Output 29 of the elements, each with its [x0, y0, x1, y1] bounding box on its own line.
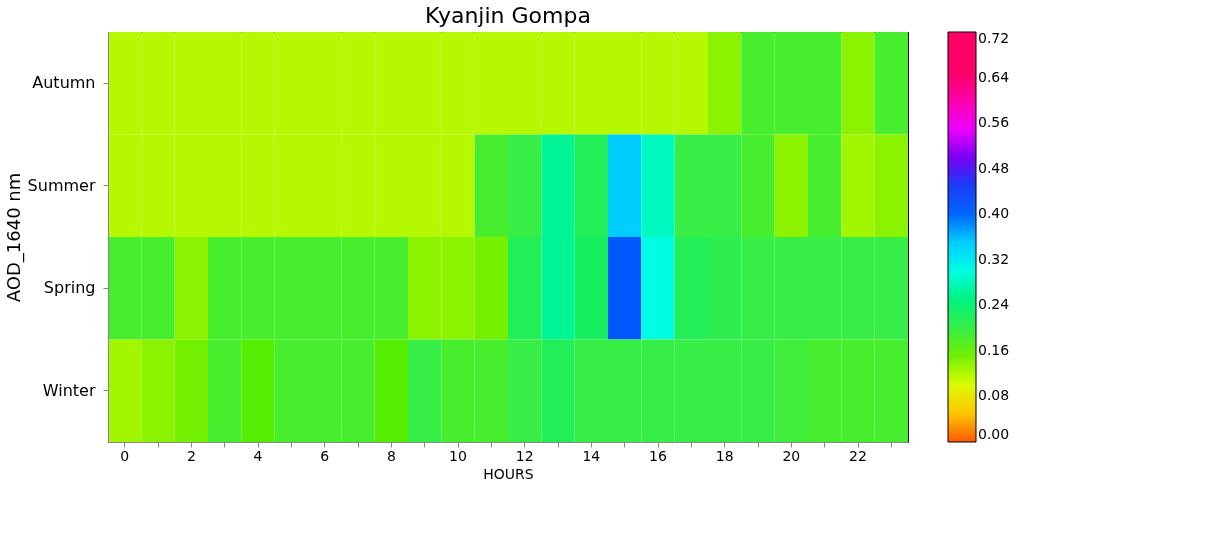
x-tick-label: 8 — [386, 447, 396, 464]
y-axis-title: AOD_1640 nm — [2, 172, 25, 303]
chart-title: Kyanjin Gompa — [425, 3, 591, 28]
color-bar-label: 0.72 — [978, 30, 1010, 46]
y-tick-label: Spring — [43, 278, 96, 298]
y-tick-label: Autumn — [32, 73, 96, 93]
y-tick-label: Winter — [42, 380, 96, 400]
x-tick-label: 16 — [649, 447, 667, 464]
x-tick-label: 12 — [515, 447, 534, 464]
x-tick-label: 14 — [582, 447, 601, 464]
x-tick-label: 4 — [253, 447, 263, 464]
x-tick-label: 2 — [186, 447, 196, 464]
x-tick-label: 6 — [320, 447, 330, 464]
y-tick-label: Summer — [27, 175, 96, 195]
color-bar-label: 0.24 — [978, 296, 1010, 313]
x-tick-label: 18 — [715, 447, 734, 464]
color-bar-label: 0.16 — [978, 341, 1010, 358]
color-bar-label: 0.48 — [978, 159, 1010, 176]
x-tick-label: 20 — [782, 447, 801, 464]
x-axis-title: HOURS — [483, 465, 534, 482]
color-bar-label: 0.08 — [978, 387, 1010, 404]
color-bar-label: 0.32 — [978, 250, 1010, 267]
x-tick-label: 10 — [449, 447, 467, 464]
color-bar-label: 0.64 — [978, 68, 1010, 85]
color-bar-label: 0.40 — [978, 205, 1010, 222]
x-tick-label: 0 — [120, 447, 130, 464]
color-bar-label: 0.56 — [978, 114, 1010, 131]
x-tick-label: 22 — [849, 447, 867, 464]
color-bar-label: 0.00 — [978, 426, 1010, 442]
